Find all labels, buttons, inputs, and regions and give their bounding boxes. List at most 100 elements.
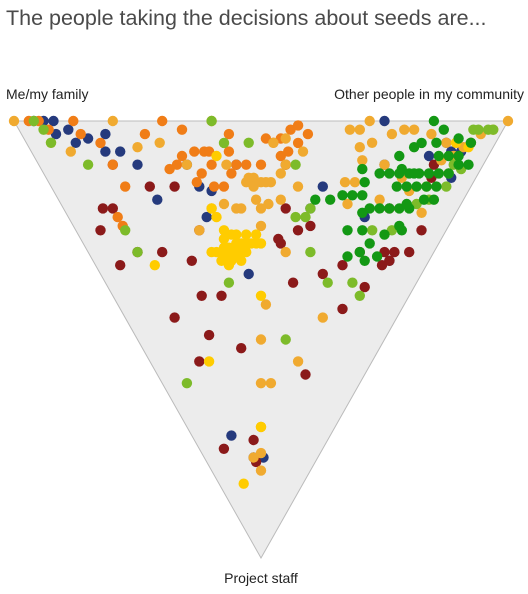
- data-point-green: [443, 168, 454, 179]
- data-point-yellow: [241, 246, 252, 258]
- data-point-orange: [223, 146, 235, 157]
- data-point-gold: [218, 198, 230, 210]
- data-point-maroon: [359, 281, 370, 293]
- data-point-orange: [120, 181, 131, 192]
- data-point-gold: [194, 225, 205, 236]
- data-point-green: [443, 150, 454, 162]
- data-point-orange: [218, 181, 230, 192]
- data-point-gold: [354, 142, 365, 153]
- data-point-gold: [265, 378, 277, 389]
- data-point-yellow: [211, 150, 222, 162]
- data-point-gold: [280, 133, 291, 144]
- data-point-gold: [255, 203, 267, 214]
- data-point-lime: [488, 124, 499, 135]
- data-point-gold: [8, 115, 20, 127]
- data-point-maroon: [218, 443, 230, 454]
- data-point-green: [433, 168, 444, 179]
- data-point-green: [359, 255, 370, 266]
- data-point-green: [357, 190, 368, 201]
- data-point-maroon: [337, 260, 348, 271]
- data-point-navy: [100, 146, 111, 157]
- data-point-yellow: [206, 203, 217, 214]
- data-point-orange: [107, 159, 119, 170]
- data-point-orange: [164, 163, 175, 175]
- chart-title: The people taking the decisions about se…: [6, 6, 487, 30]
- data-point-green: [384, 203, 395, 214]
- data-point-navy: [48, 115, 59, 127]
- data-point-navy: [63, 124, 74, 135]
- data-point-gold: [292, 356, 304, 367]
- data-point-green: [416, 137, 427, 149]
- data-point-yellow: [241, 229, 252, 240]
- data-point-gold: [255, 220, 267, 232]
- data-point-orange: [223, 128, 235, 140]
- data-point-maroon: [194, 356, 205, 367]
- data-point-yellow: [255, 290, 267, 301]
- data-point-gold: [221, 159, 232, 170]
- data-point-lime: [120, 225, 131, 236]
- data-point-maroon: [292, 225, 304, 236]
- data-point-maroon: [107, 203, 119, 214]
- data-points: [8, 115, 514, 489]
- data-point-gold: [317, 312, 328, 323]
- data-point-gold: [255, 378, 267, 389]
- data-point-orange: [95, 137, 106, 149]
- data-point-yellow: [218, 233, 230, 245]
- data-point-maroon: [287, 277, 299, 288]
- data-point-yellow: [250, 229, 262, 240]
- data-point-orange: [189, 146, 200, 157]
- data-point-gold: [265, 177, 277, 188]
- data-point-gold: [292, 181, 304, 192]
- data-point-lime: [181, 378, 193, 389]
- data-point-lime: [354, 290, 365, 301]
- data-point-green: [438, 124, 449, 135]
- data-point-green: [357, 163, 368, 175]
- data-point-maroon: [196, 290, 207, 301]
- data-point-lime: [132, 246, 143, 258]
- data-point-green: [396, 225, 407, 236]
- data-point-gold: [399, 124, 410, 135]
- data-point-lime: [223, 277, 235, 288]
- data-point-orange: [283, 146, 294, 157]
- data-point-maroon: [300, 369, 311, 380]
- data-point-navy: [317, 181, 328, 192]
- data-point-green: [354, 246, 365, 258]
- data-point-maroon: [248, 434, 259, 446]
- data-point-maroon: [115, 260, 126, 271]
- data-point-lime: [300, 211, 311, 223]
- data-point-maroon: [280, 203, 291, 214]
- data-point-green: [394, 150, 405, 162]
- data-point-maroon: [169, 181, 180, 192]
- data-point-green: [371, 251, 383, 262]
- data-point-lime: [82, 159, 94, 170]
- data-point-orange: [255, 159, 267, 170]
- corner-label-project-staff: Project staff: [224, 570, 298, 586]
- data-point-navy: [379, 115, 390, 127]
- data-point-lime: [38, 124, 49, 135]
- data-point-green: [342, 251, 353, 262]
- data-point-navy: [70, 137, 82, 148]
- data-point-gold: [154, 137, 165, 148]
- data-point-orange: [112, 211, 123, 223]
- data-point-gold: [132, 142, 143, 153]
- data-point-lime: [441, 181, 452, 192]
- data-point-green: [453, 150, 464, 162]
- data-point-maroon: [305, 220, 316, 232]
- data-point-orange: [292, 120, 304, 131]
- data-point-gold: [339, 177, 351, 188]
- data-point-yellow: [206, 246, 217, 258]
- data-point-maroon: [337, 303, 348, 315]
- data-point-lime: [206, 115, 217, 127]
- data-point-gold: [364, 115, 375, 127]
- data-point-gold: [275, 168, 286, 179]
- data-point-yellow: [255, 421, 267, 433]
- data-point-green: [325, 194, 336, 205]
- data-point-orange: [226, 168, 237, 179]
- data-point-navy: [243, 268, 254, 280]
- data-point-maroon: [216, 290, 227, 301]
- data-point-green: [418, 194, 430, 205]
- data-point-orange: [302, 128, 314, 140]
- data-point-green: [453, 159, 464, 170]
- data-point-lime: [322, 277, 333, 288]
